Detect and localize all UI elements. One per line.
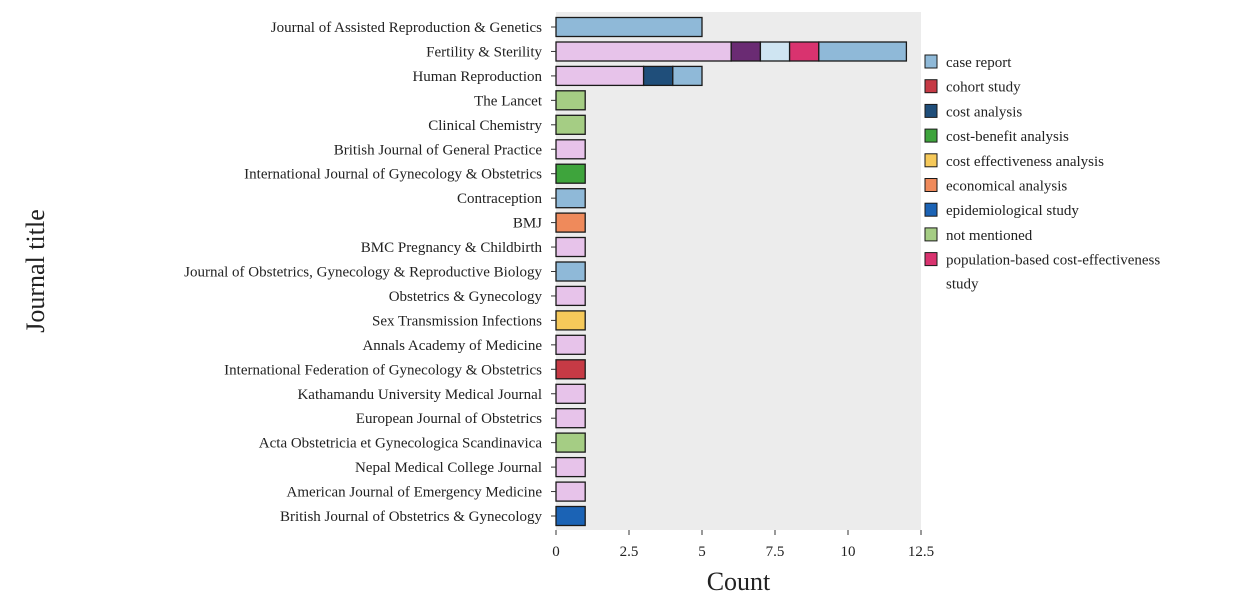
y-tick-label: Kathamandu University Medical Journal — [297, 387, 542, 403]
bar-segment — [555, 432, 586, 453]
y-tick-label: British Journal of General Practice — [334, 142, 543, 158]
legend-label: cost-benefit analysis — [946, 129, 1069, 145]
legend-label: cohort study — [946, 80, 1021, 96]
legend-swatch — [924, 79, 938, 94]
bar-segment — [555, 334, 586, 355]
bar-segment — [555, 41, 732, 62]
bar-segment — [555, 408, 586, 429]
bars-layer — [555, 16, 908, 527]
bar-segment — [555, 261, 586, 282]
legend-swatch — [924, 128, 938, 143]
legend-label: cost effectiveness analysis — [946, 154, 1104, 170]
legend-swatch — [924, 252, 938, 267]
x-tick-label: 7.5 — [766, 544, 785, 560]
legend-label: case report — [946, 55, 1012, 71]
y-axis: Journal of Assisted Reproduction & Genet… — [184, 20, 556, 525]
bar-segment — [555, 188, 586, 209]
y-tick-label: British Journal of Obstetrics & Gynecolo… — [280, 509, 543, 525]
bar-segment — [555, 505, 586, 527]
y-tick-label: Journal of Obstetrics, Gynecology & Repr… — [184, 265, 542, 281]
x-tick-label: 5 — [698, 544, 706, 560]
bar-segment — [672, 65, 703, 87]
y-tick-label: Contraception — [457, 191, 542, 207]
bar-segment — [642, 65, 674, 87]
bar-segment — [555, 310, 586, 331]
legend-label: epidemiological study — [946, 203, 1079, 219]
x-tick-label: 12.5 — [908, 544, 934, 560]
bar-segment — [555, 285, 586, 307]
y-tick-label: Fertility & Sterility — [426, 44, 542, 60]
bar-segment — [555, 139, 586, 160]
y-tick-label: European Journal of Obstetrics — [356, 411, 542, 427]
bar-segment — [555, 16, 703, 38]
y-tick-label: International Federation of Gynecology &… — [224, 362, 542, 378]
y-tick-label: BMC Pregnancy & Childbirth — [361, 240, 543, 256]
legend-label: economical analysis — [946, 179, 1067, 195]
y-tick-label: Clinical Chemistry — [428, 118, 542, 134]
y-tick-label: Sex Transmission Infections — [372, 313, 542, 329]
legend-label: study — [946, 277, 979, 293]
x-tick-label: 10 — [841, 544, 856, 560]
plot-area — [556, 12, 921, 530]
legend-swatch — [924, 54, 938, 69]
y-tick-label: Obstetrics & Gynecology — [389, 289, 543, 305]
bar-segment — [555, 383, 586, 404]
y-axis-title: Journal title — [21, 209, 50, 332]
bar-segment — [555, 163, 586, 184]
x-axis-title: Count — [707, 567, 771, 596]
bar-segment — [555, 90, 586, 111]
legend-swatch — [924, 153, 938, 168]
bar-segment — [555, 481, 586, 502]
x-axis: 0 2.5 5 7.5 10 12.5 — [552, 530, 934, 560]
bar-segment — [555, 114, 586, 135]
y-tick-label: Acta Obstetricia et Gynecologica Scandin… — [259, 436, 543, 452]
y-tick-label: Nepal Medical College Journal — [355, 460, 542, 476]
y-tick-label: American Journal of Emergency Medicine — [287, 485, 543, 501]
y-tick-label: The Lancet — [474, 93, 543, 109]
legend-swatch — [924, 178, 938, 192]
y-tick-label: BMJ — [513, 216, 542, 232]
bar-segment — [555, 456, 586, 478]
legend-swatch — [924, 103, 938, 118]
y-tick-label: Journal of Assisted Reproduction & Genet… — [271, 20, 542, 36]
bar-segment — [555, 212, 586, 233]
y-tick-label: Human Reproduction — [412, 69, 542, 85]
legend: case report cohort study cost analysis cost… — [924, 54, 1160, 293]
bar-segment — [555, 65, 645, 87]
bar-segment — [759, 41, 791, 62]
legend-swatch — [924, 202, 938, 217]
y-tick-label: International Journal of Gynecology & Ob… — [244, 167, 542, 183]
bar-segment — [788, 41, 820, 62]
bar-segment — [555, 359, 586, 380]
y-tick-label: Annals Academy of Medicine — [362, 338, 542, 354]
bar-segment — [730, 41, 762, 62]
x-tick-label: 0 — [552, 544, 560, 560]
legend-swatch — [924, 227, 938, 242]
bar-segment — [818, 41, 908, 62]
x-tick-label: 2.5 — [620, 544, 639, 560]
bar-segment — [555, 236, 586, 258]
legend-label: not mentioned — [946, 228, 1033, 244]
legend-label: cost analysis — [946, 104, 1022, 120]
legend-label: population-based cost-effectiveness — [946, 253, 1160, 269]
